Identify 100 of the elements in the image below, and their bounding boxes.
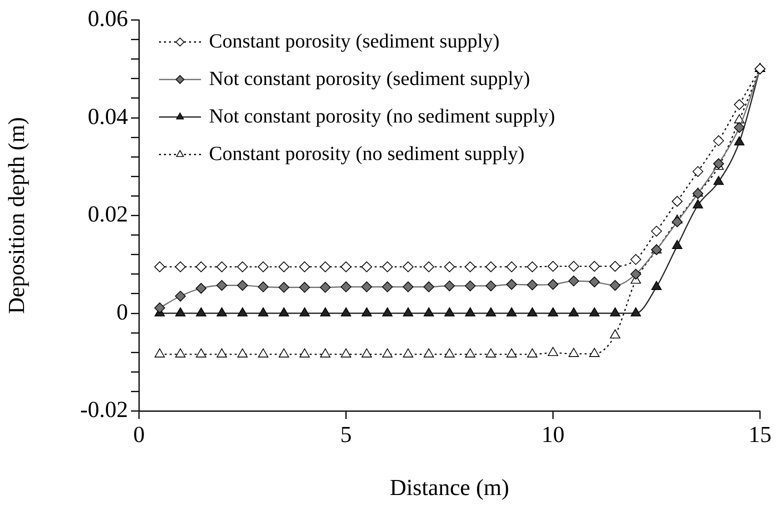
- point: [154, 348, 165, 358]
- point: [506, 348, 517, 358]
- point: [382, 261, 393, 272]
- point: [486, 280, 496, 292]
- point: [340, 348, 352, 358]
- point: [196, 348, 206, 358]
- point: [299, 348, 310, 358]
- point: [527, 348, 538, 358]
- point: [340, 261, 352, 272]
- point: [402, 307, 414, 316]
- point: [278, 307, 290, 316]
- point: [216, 307, 227, 316]
- y-tick-label: 0.04: [88, 104, 128, 129]
- point: [320, 307, 330, 316]
- point: [589, 276, 600, 288]
- point: [216, 348, 227, 358]
- point: [361, 261, 372, 272]
- legend-label: Constant porosity (sediment supply): [209, 30, 500, 52]
- point: [175, 290, 186, 302]
- point: [672, 216, 683, 228]
- point: [299, 261, 310, 272]
- point: [506, 279, 517, 290]
- point: [465, 348, 476, 358]
- y-tick-label: 0.06: [88, 6, 128, 32]
- point: [216, 280, 228, 291]
- point: [175, 307, 186, 316]
- point: [548, 279, 558, 290]
- point: [175, 348, 186, 358]
- x-axis-title: Distance (m): [390, 475, 510, 500]
- point: [692, 166, 704, 177]
- point: [216, 261, 228, 272]
- point: [402, 281, 414, 292]
- point: [175, 261, 186, 272]
- point: [382, 307, 393, 316]
- point: [258, 348, 268, 358]
- point: [465, 307, 476, 316]
- point: [713, 135, 724, 146]
- point: [154, 261, 166, 272]
- point: [548, 260, 558, 272]
- point: [610, 280, 620, 291]
- point: [320, 348, 330, 358]
- y-tick-label: -0.02: [80, 397, 128, 422]
- point: [423, 261, 434, 272]
- point: [444, 261, 455, 272]
- x-tick-label: 0: [133, 422, 145, 447]
- point: [630, 307, 641, 316]
- point: [424, 307, 434, 316]
- point: [258, 281, 269, 292]
- point: [237, 261, 248, 272]
- point: [361, 281, 372, 292]
- legend-label: Not constant porosity (sediment supply): [209, 68, 530, 90]
- point: [486, 261, 496, 272]
- point: [196, 307, 206, 316]
- point: [258, 307, 268, 316]
- point: [610, 260, 620, 272]
- point: [464, 261, 476, 272]
- point: [299, 307, 310, 316]
- point: [278, 282, 290, 293]
- point: [362, 348, 372, 358]
- point: [672, 240, 682, 249]
- point: [610, 329, 620, 338]
- point: [630, 268, 642, 280]
- point: [672, 196, 683, 207]
- legend-label: Constant porosity (no sediment supply): [209, 142, 525, 165]
- point: [506, 261, 517, 272]
- x-tick-label: 10: [542, 422, 564, 447]
- point: [548, 346, 558, 356]
- point: [610, 307, 620, 316]
- point: [568, 260, 580, 272]
- x-tick-label: 15: [748, 422, 772, 447]
- point: [382, 348, 393, 358]
- point: [196, 282, 206, 294]
- point: [506, 307, 517, 316]
- point: [278, 261, 290, 272]
- y-axis-title: Deposition depth (m): [4, 117, 29, 314]
- point: [651, 226, 662, 237]
- point: [548, 307, 558, 316]
- point: [278, 348, 290, 358]
- y-tick-label: 0: [116, 299, 128, 324]
- point: [486, 307, 496, 316]
- point: [402, 261, 414, 272]
- point: [402, 348, 414, 358]
- point: [486, 348, 496, 358]
- point: [734, 99, 745, 110]
- point: [568, 307, 579, 316]
- point: [526, 280, 538, 290]
- point: [340, 307, 352, 316]
- point: [237, 307, 248, 316]
- point: [258, 261, 269, 272]
- point: [424, 348, 434, 358]
- point: [362, 307, 372, 316]
- point: [237, 348, 248, 358]
- point: [196, 261, 206, 272]
- point: [299, 282, 310, 293]
- point: [589, 260, 600, 272]
- point: [237, 280, 248, 291]
- legend-label: Not constant porosity (no sediment supply): [209, 105, 556, 128]
- point: [340, 281, 352, 292]
- point: [423, 281, 434, 292]
- point: [589, 307, 600, 316]
